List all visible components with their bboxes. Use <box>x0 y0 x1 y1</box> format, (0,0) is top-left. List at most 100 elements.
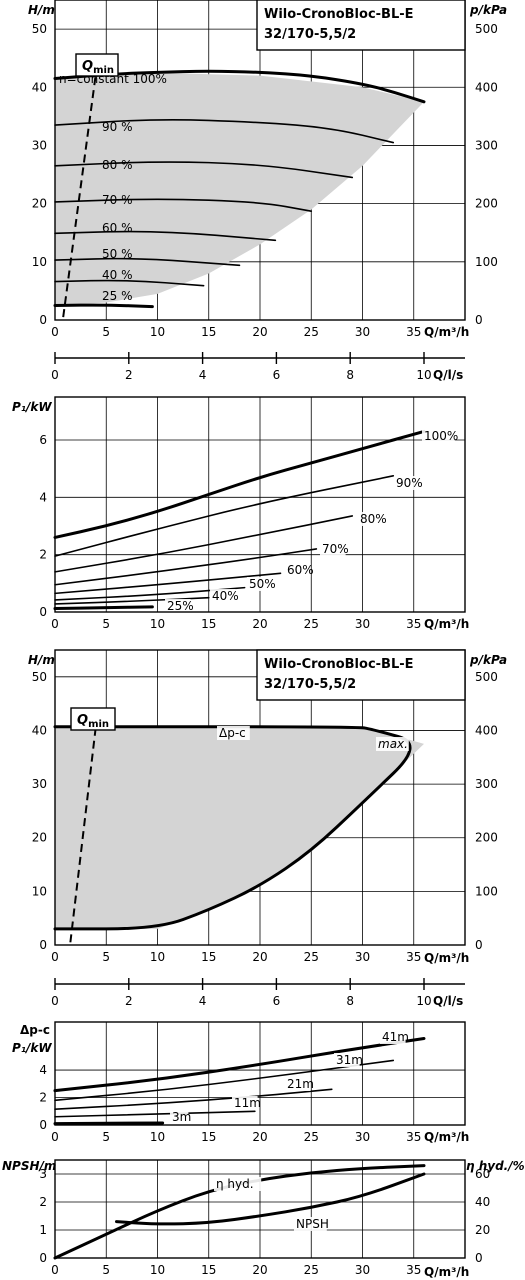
curve-label-bg <box>285 1077 311 1091</box>
y-right-tick-label: 60 <box>475 1167 490 1181</box>
y-tick-label: 0 <box>39 1118 47 1132</box>
hq-variable-qmin-badge: Qmin <box>75 53 119 77</box>
x-tick-label: 0 <box>51 1130 59 1144</box>
hq-dpc-operating-region <box>55 726 424 929</box>
x-tick-label: 0 <box>51 1263 59 1277</box>
x-tick-label: 30 <box>355 325 370 339</box>
curve-label: 80% <box>360 512 387 526</box>
curve-label: 90 % <box>102 120 133 134</box>
curve-label: η hyd. <box>216 1177 254 1191</box>
x-tick-label: 25 <box>304 617 319 631</box>
series-line--hyd- <box>53 1164 426 1260</box>
y-right-tick-label: 500 <box>475 22 498 36</box>
x-tick-label: 0 <box>51 325 59 339</box>
x-secondary-tick-label: 8 <box>346 368 354 382</box>
x-tick-label: 0 <box>51 617 59 631</box>
hq-variable-frame <box>54 0 466 321</box>
x-tick-label: 5 <box>102 617 110 631</box>
power-dpc-frame <box>54 1021 466 1126</box>
power-variable-chart: 100%90%80%70%60%50%40%25% 0 5 10 15 20 25 30 35… <box>12 396 469 631</box>
curve-label-bg <box>294 1217 327 1231</box>
series-line-NPSH <box>115 1172 426 1226</box>
y-tick-label: 4 <box>39 1063 47 1077</box>
curve-label: 25 % <box>102 289 133 303</box>
curve-label: 11m <box>234 1096 261 1110</box>
hq-dpc-title-line1: Wilo-CronoBloc-BL-E <box>264 657 414 672</box>
x-tick-label: 35 <box>406 1130 421 1144</box>
x-tick-label: 30 <box>355 1130 370 1144</box>
curve-label: 21m <box>287 1077 314 1091</box>
power-dpc-ylabel: P₁/kW <box>12 1041 52 1055</box>
hq-variable-qmin-q: Q <box>82 59 93 74</box>
x-tick-label: 20 <box>252 950 267 964</box>
x-tick-label: 25 <box>304 325 319 339</box>
x-tick-label: 15 <box>201 950 216 964</box>
hq-variable-title-box: Wilo-CronoBloc-BL-E 32/170-5,5/2 <box>256 0 466 51</box>
hq-dpc-title-line2: 32/170-5,5/2 <box>264 677 356 692</box>
y-right-tick-label: 20 <box>475 1223 490 1237</box>
x-tick-label: 25 <box>304 1130 319 1144</box>
y-tick-label: 50 <box>32 22 47 36</box>
x-tick-label: 30 <box>355 950 370 964</box>
curve-label: 70 % <box>102 193 133 207</box>
curve-label: 60% <box>287 563 314 577</box>
curve-label: 31m <box>336 1053 363 1067</box>
x-tick-label: 15 <box>201 1130 216 1144</box>
y-tick-label: 20 <box>32 831 47 845</box>
x-tick-label: 10 <box>150 617 165 631</box>
x-tick-label: 20 <box>252 325 267 339</box>
y-right-tick-label: 200 <box>475 197 498 211</box>
hq-dpc-ticks: 0 5 10 15 20 25 30 3501020304050010020030040050… <box>32 670 498 1008</box>
hq-variable-title-line2: 32/170-5,5/2 <box>264 27 356 42</box>
y-tick-label: 2 <box>39 548 47 562</box>
curve-label-bg <box>247 577 273 591</box>
series-line-50- <box>54 257 241 267</box>
x-tick-label: 20 <box>252 1263 267 1277</box>
y-right-tick-label: 40 <box>475 1195 490 1209</box>
x-secondary-tick-label: 2 <box>125 994 133 1008</box>
x-tick-label: 0 <box>51 950 59 964</box>
x-tick-label: 35 <box>406 950 421 964</box>
curve-label: 40% <box>212 589 239 603</box>
y-tick-label: 6 <box>39 433 47 447</box>
hq-variable-qmin-sub: min <box>93 65 114 76</box>
y-right-tick-label: 0 <box>475 1251 483 1265</box>
x-tick-label: 15 <box>201 325 216 339</box>
hq-variable-qmin-line <box>62 72 97 318</box>
y-tick-label: 50 <box>32 670 47 684</box>
curve-label-bg <box>165 599 191 613</box>
curve-label: 40 % <box>102 268 133 282</box>
curve-label-bg <box>334 1053 360 1067</box>
hq-variable-operating-region <box>55 72 424 306</box>
curve-label: NPSH <box>296 1217 329 1231</box>
x-tick-label: 30 <box>355 617 370 631</box>
curve-label: 90% <box>396 476 423 490</box>
hq-dpc-xlabel-secondary: Q/l/s <box>433 994 463 1008</box>
y-tick-label: 0 <box>39 313 47 327</box>
curve-label: 25% <box>167 599 194 613</box>
y-tick-label: 30 <box>32 777 47 791</box>
y-tick-label: 40 <box>32 723 47 737</box>
y-tick-label: 0 <box>39 1251 47 1265</box>
y-tick-label: 40 <box>32 80 47 94</box>
x-tick-label: 15 <box>201 1263 216 1277</box>
y-right-tick-label: 400 <box>475 80 498 94</box>
series-line-50- <box>54 586 246 601</box>
series-line-40- <box>54 596 210 605</box>
y-right-tick-label: 100 <box>475 255 498 269</box>
x-tick-label: 25 <box>304 950 319 964</box>
series-line-70- <box>54 548 318 586</box>
hq-variable-xlabel: Q/m³/h <box>424 325 469 339</box>
x-tick-label: 20 <box>252 1130 267 1144</box>
curve-label-bg <box>210 589 236 603</box>
hq-dpc-curves: Δp-c max. <box>53 725 412 931</box>
npsh-eta-xlabel: Q/m³/h <box>424 1265 469 1279</box>
x-secondary-tick-label: 4 <box>199 368 207 382</box>
series-line-25- <box>53 303 154 309</box>
curve-label-bg <box>394 476 420 490</box>
y-tick-label: 1 <box>39 1223 47 1237</box>
y-right-tick-label: 0 <box>475 313 483 327</box>
x-secondary-tick-label: 4 <box>199 994 207 1008</box>
curve-label: 3m <box>172 1110 191 1124</box>
